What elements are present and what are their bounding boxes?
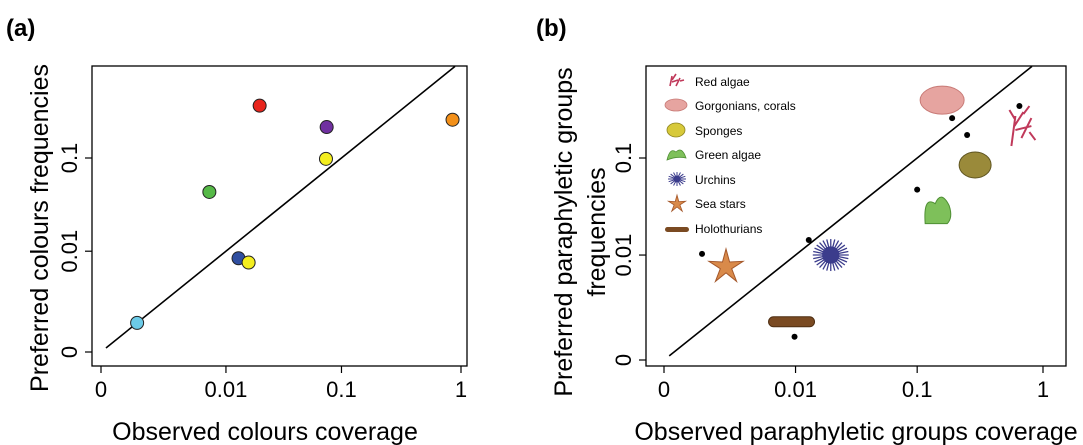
coral-icon [919,85,965,115]
legend-label-holothurians: Holothurians [695,222,762,236]
coral-icon [664,98,688,112]
legend-item-gorgonians: Gorgonians, corals [664,98,796,113]
red-algae-icon [1008,105,1037,147]
y-tick-label: 0.1 [57,143,82,174]
x-tick-label: 0 [658,377,670,402]
panel-a-y-ticks: 0 0.01 0.1 [57,143,92,358]
red-algae-icon [669,73,685,87]
x-tick-label: 0.01 [774,377,817,402]
sea-star-icon [707,246,745,283]
x-tick-label: 1 [455,377,467,402]
legend-item-sponges: Sponges [666,122,742,138]
panel-b-y-axis-label-line2: frequencies [583,167,611,296]
data-point [914,186,921,193]
panel-b-reference-line [668,65,1033,357]
y-tick-label: 0.01 [57,230,82,273]
panel-a-y-axis-label: Preferred colours frequencies [26,64,54,392]
data-point [202,184,217,199]
x-tick-label: 1 [1037,377,1049,402]
one-to-one-line [668,65,1033,357]
legend-label-sponges: Sponges [695,124,742,138]
legend-label-gorgonians: Gorgonians, corals [695,99,796,113]
legend-item-red-algae: Red algae [669,73,750,89]
data-point [130,315,145,330]
urchin-icon [812,239,849,272]
x-tick-label: 0 [95,377,107,402]
x-tick-label: 0.1 [902,377,933,402]
panel-b-label: (b) [536,15,567,42]
holothurian-icon [768,316,816,328]
legend-label-urchins: Urchins [695,173,736,187]
data-point [1016,103,1023,110]
panel-a-plot-frame [91,65,468,367]
data-point [791,333,798,340]
sea-star-icon [666,193,688,213]
y-tick-label: 0 [57,346,82,358]
y-tick-label: 0.1 [611,143,636,174]
x-tick-label: 0.1 [326,377,357,402]
green-algae-icon [924,196,952,225]
panel-b-plot-frame [645,65,1067,367]
data-point [805,237,812,244]
sponge-icon [666,122,686,138]
data-point [949,115,956,122]
panel-b-x-axis-label: Observed paraphyletic groups coverage [634,418,1077,445]
panel-a-x-ticks: 0 0.01 0.1 1 [95,366,467,402]
panel-a-points [130,98,460,330]
data-point [241,255,256,270]
y-tick-label: 0.01 [611,234,636,277]
legend-item-holothurians: Holothurians [665,222,762,236]
data-point [964,131,971,138]
green-algae-icon [666,149,687,161]
panel-b-legend: Red algae Gorgonians, corals Sponges Gre… [664,73,796,236]
legend-label-sea-stars: Sea stars [695,197,746,211]
panel-a-reference-line [105,65,456,349]
legend-label-red-algae: Red algae [695,75,750,89]
data-point [252,98,267,113]
data-point [318,151,333,166]
legend-item-sea-stars: Sea stars [666,193,746,213]
legend-label-green-algae: Green algae [695,148,761,162]
data-point [445,112,460,127]
panel-b-y-axis-label-line1: Preferred paraphyletic groups [550,67,578,396]
legend-item-green-algae: Green algae [666,148,761,162]
panel-a-label: (a) [6,15,35,42]
sponge-icon [958,151,992,179]
panel-b-points [699,85,1037,340]
one-to-one-line [105,65,456,349]
x-tick-label: 0.01 [205,377,248,402]
urchin-icon [668,172,686,186]
data-point [699,250,706,257]
panel-a-x-axis-label: Observed colours coverage [112,418,418,445]
y-tick-label: 0 [611,354,636,366]
holothurian-icon [665,227,689,232]
data-point [319,120,334,135]
panel-b-y-ticks: 0 0.01 0.1 [611,143,646,366]
legend-item-urchins: Urchins [668,172,736,187]
panel-b-x-ticks: 0 0.01 0.1 1 [658,366,1049,402]
